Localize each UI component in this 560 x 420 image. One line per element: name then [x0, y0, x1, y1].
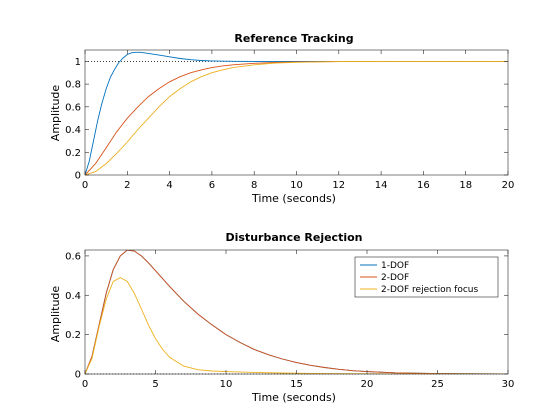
x-tick-label: 10	[220, 379, 233, 390]
y-tick-label: 0.2	[65, 330, 81, 341]
x-tick-label: 16	[417, 180, 430, 191]
legend: 1-DOF 2-DOF 2-DOF rejection focus	[354, 256, 499, 298]
x-tick-label: 15	[290, 379, 303, 390]
chart-title: Disturbance Rejection	[225, 231, 362, 244]
y-tick-label: 1	[75, 57, 81, 68]
x-tick-label: 0	[82, 180, 88, 191]
x-tick-label: 2	[124, 180, 130, 191]
x-tick-label: 5	[152, 379, 158, 390]
x-tick-label: 14	[375, 180, 388, 191]
x-tick-label: 10	[290, 180, 303, 191]
y-tick-label: 0.4	[65, 125, 81, 136]
series-line-1	[85, 51, 508, 175]
legend-entry-3: 2-DOF rejection focus	[381, 285, 478, 295]
x-tick-label: 12	[332, 180, 345, 191]
series-line-3	[85, 60, 508, 175]
legend-entry-2: 2-DOF	[381, 273, 409, 283]
x-tick-label: 20	[361, 379, 374, 390]
chart-title: Reference Tracking	[234, 32, 353, 45]
x-tick-label: 18	[459, 180, 472, 191]
y-axis-label: Amplitude	[49, 85, 62, 142]
series-line-3	[85, 277, 508, 374]
series-group	[85, 250, 508, 374]
y-tick-label: 0.6	[65, 251, 81, 262]
reference-tracking-plot: Reference Tracking Time (seconds) Amplit…	[49, 32, 514, 205]
series-group	[85, 51, 508, 175]
x-tick-label: 0	[82, 379, 88, 390]
y-tick-label: 0.8	[65, 80, 81, 91]
y-tick-label: 0.4	[65, 291, 81, 302]
y-tick-label: 0.6	[65, 102, 81, 113]
y-axis-label: Amplitude	[49, 286, 62, 343]
x-axis-label: Time (seconds)	[251, 192, 336, 205]
legend-entry-1: 1-DOF	[381, 261, 409, 271]
x-axis-label: Time (seconds)	[251, 391, 336, 404]
x-tick-label: 25	[431, 379, 444, 390]
x-tick-label: 8	[251, 180, 257, 191]
x-tick-label: 4	[166, 180, 172, 191]
series-line-2	[85, 250, 508, 374]
disturbance-rejection-plot: Disturbance Rejection Time (seconds) Amp…	[49, 231, 514, 404]
x-tick-label: 20	[502, 180, 515, 191]
x-tick-label: 6	[209, 180, 215, 191]
x-tick-label: 30	[502, 379, 515, 390]
legend-box	[354, 256, 499, 298]
y-tick-label: 0	[75, 171, 81, 182]
y-tick-label: 0.2	[65, 148, 81, 159]
y-tick-label: 0	[75, 370, 81, 381]
